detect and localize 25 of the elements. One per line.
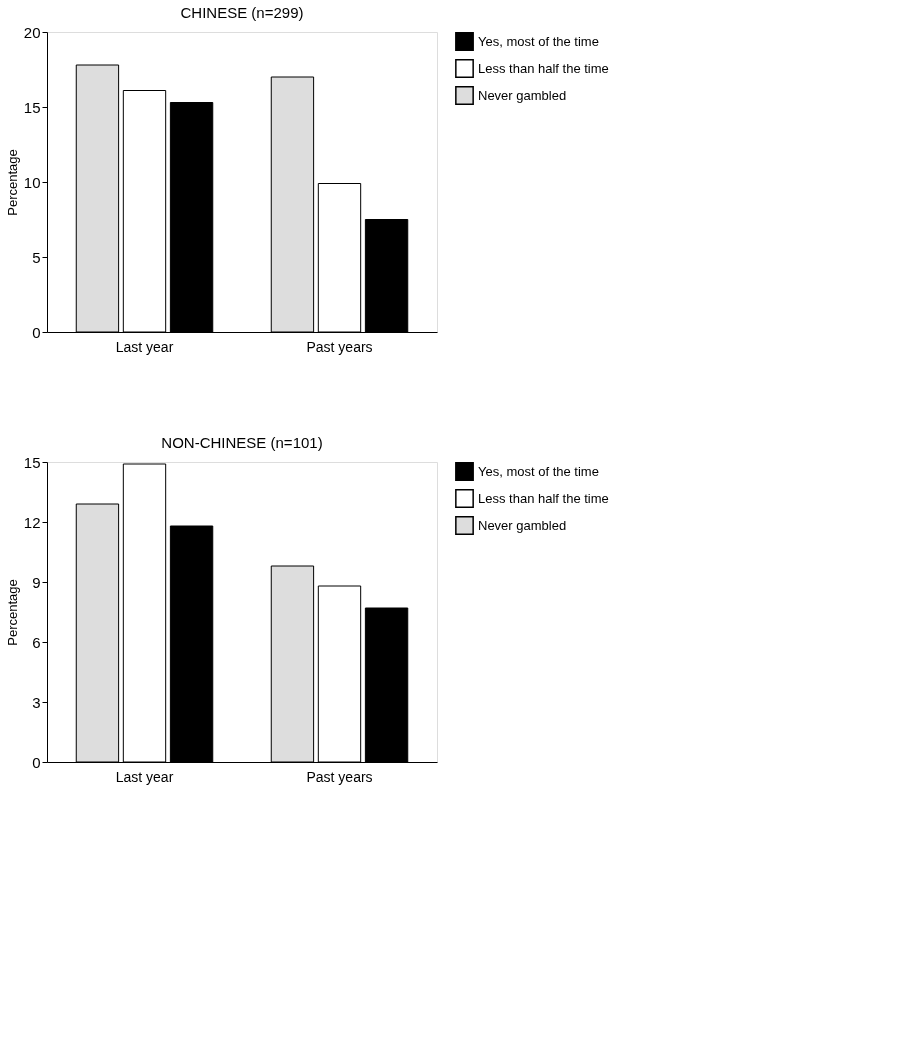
chart-title: NON-CHINESE (n=101): [161, 434, 323, 451]
legend-label: Less than half the time: [478, 60, 609, 76]
legend-label: Never gambled: [478, 517, 567, 533]
y-tick-label: 15: [23, 453, 41, 471]
y-tick-label: 3: [32, 693, 41, 711]
y-tick-label: 12: [23, 513, 41, 531]
y-tick-label: 0: [32, 323, 41, 341]
y-tick-label: 6: [32, 633, 41, 651]
chart-title: CHINESE (n=299): [180, 4, 304, 21]
legend-label: Never gambled: [478, 87, 567, 103]
legend-label: Less than half the time: [478, 490, 609, 506]
y-tick-label: 9: [32, 573, 41, 591]
y-tick-label: 0: [32, 753, 41, 771]
y-tick-label: 10: [23, 173, 41, 191]
y-tick-label: 15: [23, 98, 41, 116]
y-axis-title: Percentage: [4, 579, 20, 646]
legend-label: Yes, most of the time: [478, 33, 599, 49]
x-tick-label: Past years: [306, 768, 373, 785]
x-tick-label: Last year: [115, 338, 174, 355]
y-tick-label: 5: [32, 248, 41, 266]
x-tick-label: Past years: [306, 338, 373, 355]
y-axis-title: Percentage: [4, 149, 20, 216]
y-tick-label: 20: [23, 23, 41, 41]
legend-label: Yes, most of the time: [478, 463, 599, 479]
x-tick-label: Last year: [115, 768, 174, 785]
